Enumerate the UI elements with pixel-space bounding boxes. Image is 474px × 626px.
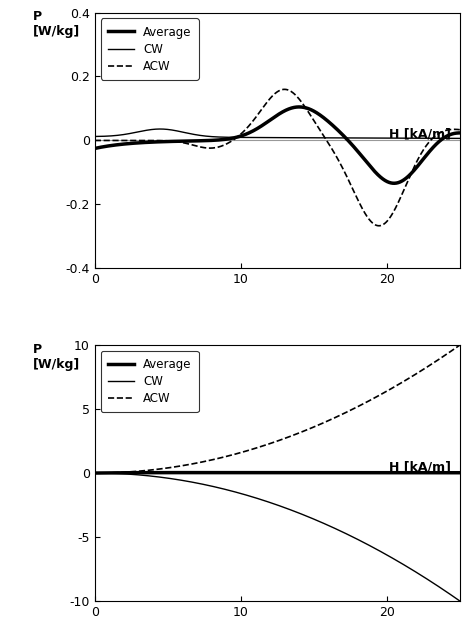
ACW: [447, 349, 452, 356]
CW: [260, 134, 265, 141]
Line: Average: Average: [95, 107, 460, 183]
Line: ACW: ACW: [95, 90, 460, 226]
Average: [380, 175, 385, 182]
CW: [380, 135, 385, 142]
ACW: [92, 136, 98, 144]
CW: [110, 470, 116, 477]
CW: [447, 135, 452, 142]
ACW: [269, 93, 275, 100]
Average: [447, 469, 452, 476]
Text: H [kA/m]: H [kA/m]: [389, 460, 451, 473]
Text: P
[W/kg]: P [W/kg]: [33, 342, 80, 371]
CW: [446, 590, 452, 597]
Average: [184, 469, 190, 476]
CW: [457, 135, 463, 142]
ACW: [269, 439, 275, 446]
ACW: [260, 442, 265, 449]
Legend: Average, CW, ACW: Average, CW, ACW: [100, 18, 199, 80]
CW: [270, 134, 275, 141]
ACW: [260, 105, 265, 112]
CW: [457, 597, 463, 605]
ACW: [110, 469, 116, 476]
Average: [457, 129, 463, 136]
Average: [260, 469, 265, 476]
ACW: [379, 390, 385, 398]
ACW: [457, 126, 463, 133]
ACW: [447, 126, 452, 133]
Average: [92, 470, 98, 477]
Average: [380, 469, 385, 476]
CW: [379, 548, 385, 556]
CW: [92, 133, 98, 140]
Average: [110, 469, 116, 476]
ACW: [376, 222, 382, 230]
Average: [260, 121, 265, 129]
Average: [447, 131, 452, 138]
CW: [269, 500, 275, 507]
Line: ACW: ACW: [95, 345, 460, 473]
CW: [447, 135, 452, 142]
Average: [447, 131, 452, 139]
Text: P
[W/kg]: P [W/kg]: [33, 10, 80, 38]
Text: H [kA/m]: H [kA/m]: [389, 128, 451, 140]
Average: [92, 145, 98, 152]
Legend: Average, CW, ACW: Average, CW, ACW: [100, 351, 199, 413]
Average: [269, 115, 275, 122]
CW: [157, 125, 163, 133]
ACW: [380, 221, 385, 228]
ACW: [447, 126, 452, 133]
CW: [260, 496, 265, 504]
Average: [457, 469, 463, 476]
Average: [110, 141, 116, 149]
Average: [296, 103, 302, 111]
CW: [447, 590, 452, 597]
CW: [92, 470, 98, 477]
Average: [270, 469, 275, 476]
ACW: [457, 341, 463, 349]
Average: [391, 180, 397, 187]
Line: CW: CW: [95, 473, 460, 601]
ACW: [92, 470, 98, 477]
Average: [447, 469, 452, 476]
CW: [110, 132, 116, 140]
ACW: [446, 349, 452, 356]
Line: CW: CW: [95, 129, 460, 138]
ACW: [282, 86, 287, 93]
ACW: [110, 136, 116, 144]
